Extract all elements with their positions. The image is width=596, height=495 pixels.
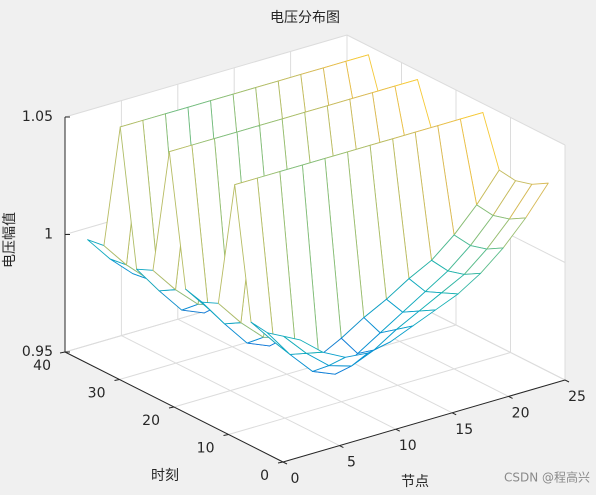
y-tick [168, 406, 175, 409]
x-axis-label: 节点 [401, 474, 429, 490]
z-tick-label: 1 [44, 227, 53, 243]
y-axis-label: 时刻 [151, 468, 179, 484]
x-tick [564, 379, 570, 383]
z-tick-label: 1.05 [22, 109, 53, 125]
y-tick-label: 20 [142, 413, 160, 429]
y-tick-label: 40 [33, 358, 51, 374]
x-tick [339, 445, 344, 449]
grid-line [228, 352, 511, 435]
x-tick-label: 10 [399, 438, 417, 454]
x-tick [282, 461, 288, 465]
y-tick [223, 434, 229, 436]
grid-line [346, 34, 566, 146]
y-tick-label: 10 [197, 441, 215, 457]
axis-line [282, 379, 566, 463]
x-tick [451, 412, 457, 416]
watermark: CSDN @程高兴 [504, 470, 590, 485]
y-tick-label: 30 [88, 386, 106, 402]
x-tick-label: 25 [568, 389, 586, 405]
x-tick-label: 5 [347, 455, 356, 471]
y-tick-label: 0 [260, 468, 269, 484]
z-tick-label: 0.95 [22, 344, 53, 360]
z-axis-label: 电压幅值 [2, 212, 18, 268]
x-tick-label: 0 [291, 471, 300, 487]
x-tick-label: 15 [455, 422, 473, 438]
x-tick [508, 395, 513, 399]
x-tick-label: 20 [512, 405, 530, 421]
y-tick [114, 379, 120, 381]
chart-title: 电压分布图 [270, 10, 340, 26]
grid-line [64, 34, 348, 118]
mesh-cell [283, 335, 324, 354]
x-tick [395, 428, 401, 432]
y-tick [59, 351, 66, 354]
y-tick [277, 461, 284, 464]
